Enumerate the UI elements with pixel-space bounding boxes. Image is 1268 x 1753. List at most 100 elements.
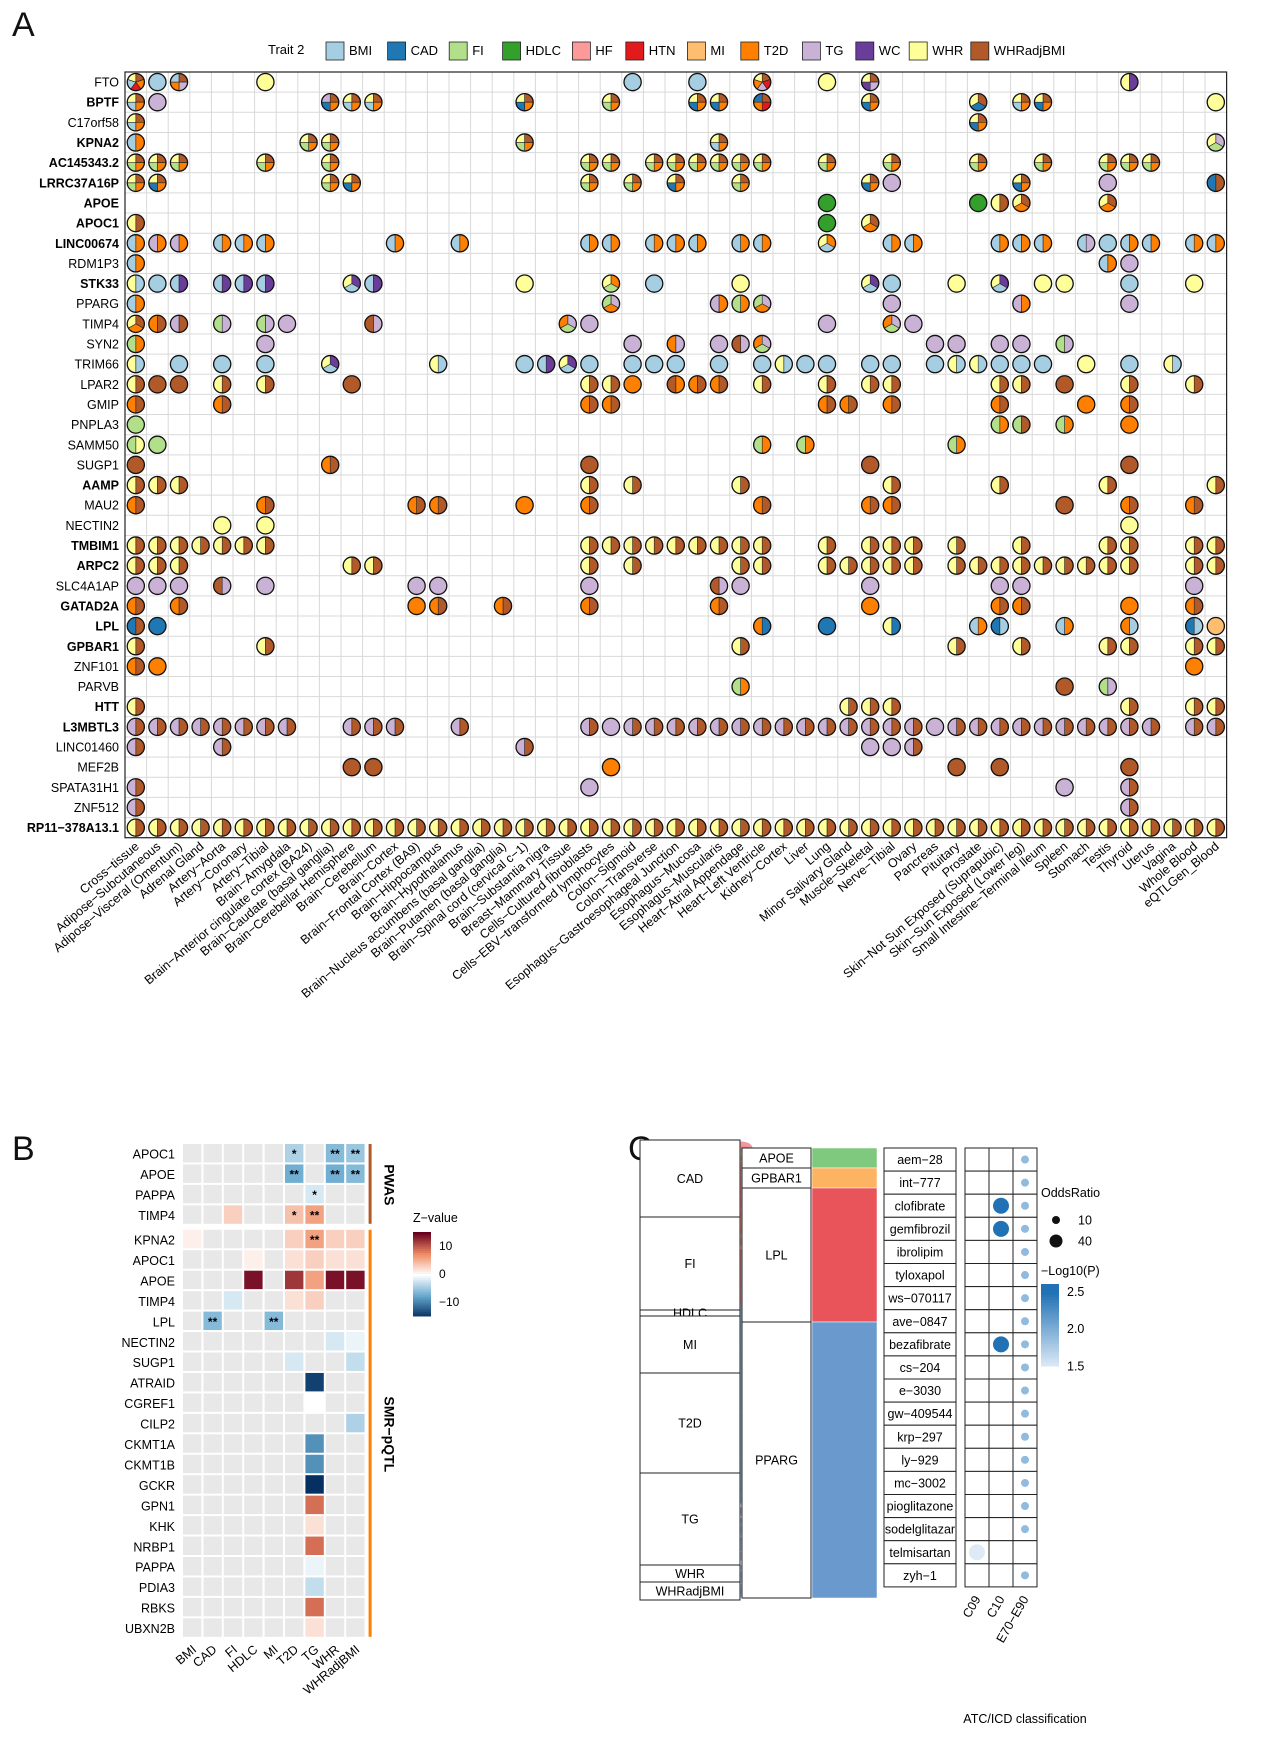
pie-samm50 <box>148 435 167 455</box>
pie-outline <box>1098 234 1118 253</box>
pie-samm50 <box>752 435 772 455</box>
pie-outline <box>882 294 902 313</box>
colorbar-step <box>413 1278 431 1281</box>
pie-outline <box>428 596 448 616</box>
pie-outline <box>428 354 448 374</box>
heatmap-row-label: APOC1 <box>133 1148 175 1162</box>
pie-bptf <box>320 92 340 112</box>
pie-outline <box>536 354 556 374</box>
heatmap-cell <box>305 1164 324 1183</box>
pie-outline <box>752 153 772 172</box>
pie-rp11-378a13-1 <box>925 818 945 837</box>
pie-linc00674 <box>904 234 923 253</box>
pie-l3mbtl3 <box>234 717 254 737</box>
pie-lpl <box>968 616 988 636</box>
gene-label: KPNA2 <box>77 136 119 150</box>
pie-linc00674 <box>731 234 750 253</box>
pie-outline <box>1055 616 1074 636</box>
pie-outline <box>774 354 794 374</box>
pie-outline <box>364 717 383 737</box>
pie-outline <box>688 375 707 394</box>
pie-slice-whr <box>1207 93 1225 111</box>
pie-rp11-378a13-1 <box>666 818 686 837</box>
pie-outline <box>126 475 146 495</box>
colorbar-step <box>413 1280 431 1283</box>
pie-outline <box>817 193 837 213</box>
dot-cell <box>988 1309 1014 1334</box>
pie-outline <box>1098 173 1118 193</box>
pie-ac145343-2 <box>688 153 707 172</box>
pie-mau2 <box>860 495 880 515</box>
pie-slice-tg <box>926 335 944 353</box>
heatmap-cell <box>325 1536 345 1555</box>
heatmap-cell <box>223 1184 243 1204</box>
pie-outline <box>731 173 750 193</box>
group-label-smr: SMR−pQTL <box>382 1396 398 1472</box>
pie-outline <box>126 375 146 394</box>
pie-lpar2 <box>1012 375 1031 394</box>
pie-outline <box>256 234 275 253</box>
pie-gatad2a <box>493 596 513 616</box>
pie-outline <box>709 818 729 837</box>
pie-slice-tg <box>991 577 1009 595</box>
pie-outline <box>968 818 988 837</box>
dot-mark <box>1021 1224 1029 1233</box>
pie-aamp <box>990 475 1010 495</box>
heatmap-cell <box>203 1144 222 1163</box>
heatmap-cell <box>223 1332 243 1351</box>
heatmap-cell <box>244 1434 263 1453</box>
pie-gatad2a <box>1012 596 1031 616</box>
heatmap-cell <box>203 1164 222 1183</box>
pie-arpc2 <box>1033 556 1053 575</box>
pie-stk33 <box>601 274 621 293</box>
pie-gpbar1 <box>1098 637 1118 656</box>
pie-outline <box>968 153 988 172</box>
pie-outline <box>148 92 167 112</box>
dotplot-xlabel: ATC/ICD classification <box>963 1712 1086 1726</box>
pie-rp11-378a13-1 <box>796 818 815 837</box>
pie-slice-bmi <box>580 355 599 373</box>
pie-outline <box>1055 415 1074 434</box>
trait-box-label: WHR <box>675 1567 705 1581</box>
pie-lpl <box>990 616 1010 636</box>
heatmap-cell <box>264 1618 283 1637</box>
heatmap-cell <box>203 1454 222 1474</box>
pie-slice-tg <box>1099 174 1117 192</box>
pie-stk33 <box>169 274 189 293</box>
gene-label: SLC4A1AP <box>56 579 119 593</box>
heatmap-row-label: TIMP4 <box>138 1209 175 1223</box>
pie-rp11-378a13-1 <box>148 818 167 837</box>
pie-slice-t2d <box>624 375 642 393</box>
pie-arpc2 <box>904 556 923 575</box>
pie-slice-bmi <box>883 355 901 373</box>
pie-trim66 <box>752 354 772 374</box>
size-legend-label: 10 <box>1078 1214 1092 1228</box>
pie-outline <box>148 234 167 253</box>
pie-rp11-378a13-1 <box>1033 818 1053 837</box>
legend-swatch-bmi <box>325 41 345 61</box>
pie-outline <box>580 576 599 596</box>
pie-slice-whradjbmi <box>1120 758 1138 776</box>
target-box-pparg <box>741 1321 812 1599</box>
pie-outline <box>148 173 167 193</box>
pie-tmbim1 <box>148 536 167 555</box>
heatmap-cell <box>223 1475 243 1494</box>
pie-sugp1 <box>126 455 146 475</box>
pie-rp11-378a13-1 <box>644 818 664 837</box>
pie-rp11-378a13-1 <box>191 818 210 837</box>
heatmap-cell <box>183 1184 202 1204</box>
heatmap-cell <box>305 1536 324 1555</box>
pie-outline <box>169 274 189 293</box>
color-legend-step <box>1041 1346 1059 1351</box>
target-box-label: GPBAR1 <box>751 1172 802 1186</box>
pie-outline <box>580 778 599 797</box>
pie-gatad2a <box>407 596 426 616</box>
pie-lpar2 <box>256 375 275 394</box>
color-legend-step <box>1041 1330 1059 1334</box>
pie-outline <box>212 536 232 555</box>
pie-arpc2 <box>169 556 189 575</box>
pie-linc00674 <box>169 234 189 253</box>
pie-tmbim1 <box>126 536 146 555</box>
heatmap-row-label: APOC1 <box>133 1254 175 1268</box>
